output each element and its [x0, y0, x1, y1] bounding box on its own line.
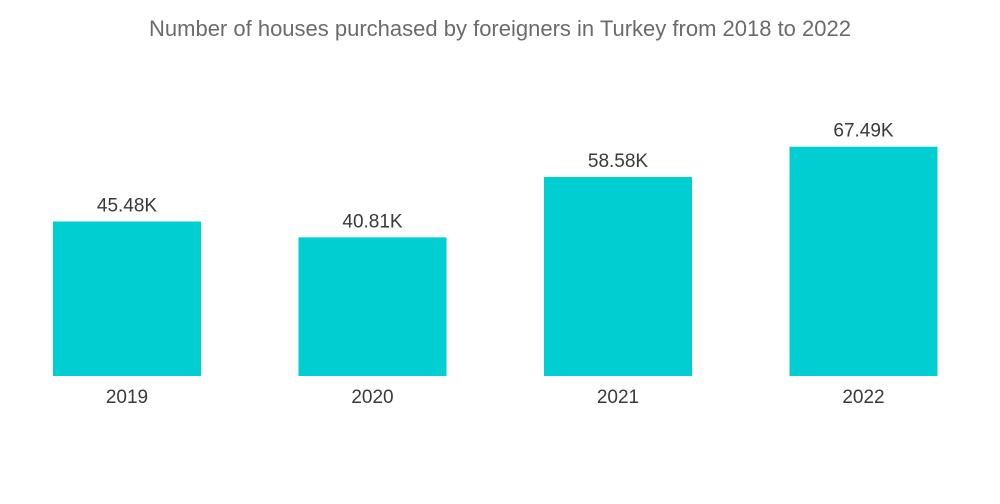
bar-2022: [789, 146, 938, 376]
category-label-2019: 2019: [106, 387, 148, 408]
chart-title: Number of houses purchased by foreigners…: [149, 16, 851, 41]
bar-2021: [544, 177, 692, 376]
value-label-2021: 58.58K: [588, 151, 649, 172]
bar-2020: [298, 237, 447, 376]
value-label-2020: 40.81K: [342, 211, 403, 232]
category-label-2020: 2020: [351, 387, 393, 408]
value-label-2019: 45.48K: [97, 196, 158, 217]
bar-2019: [53, 221, 201, 376]
category-label-2021: 2021: [597, 387, 639, 408]
value-label-2022: 67.49K: [833, 121, 894, 142]
category-label-2022: 2022: [842, 387, 884, 408]
